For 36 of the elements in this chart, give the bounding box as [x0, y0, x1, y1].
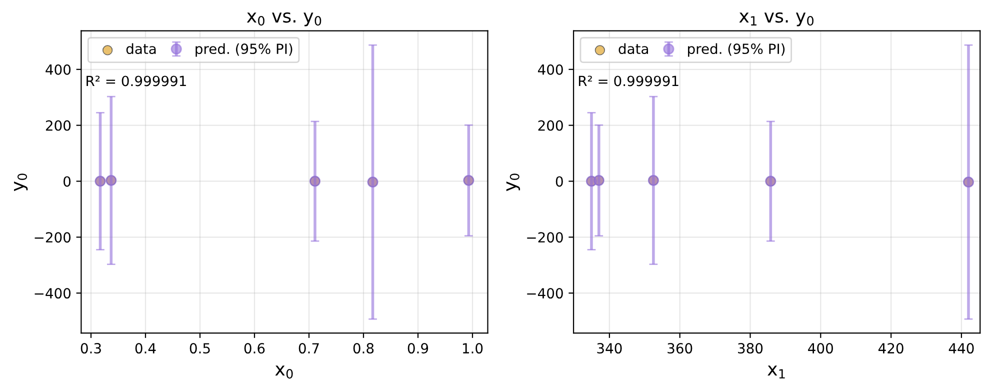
y-tick-label: −200	[527, 232, 563, 243]
x-tick-label: 360	[668, 343, 692, 354]
x-tick-label: 1.0	[462, 343, 483, 354]
annotation: R² = 0.999991	[578, 76, 678, 86]
annotation: R² = 0.999991	[86, 76, 186, 86]
legend-label: data	[618, 43, 648, 54]
y-tick-label: 0	[556, 176, 563, 187]
legend-label: pred. (95% PI)	[688, 43, 785, 57]
y-tick-label: 200	[46, 120, 71, 131]
x-tick-label: 340	[597, 343, 622, 354]
x-tick-label: 420	[878, 343, 904, 354]
y-tick-label: −400	[34, 288, 71, 299]
x-axis-title: x$_{0}$	[275, 366, 293, 379]
x-tick-label: 400	[808, 343, 833, 354]
x-tick-label: 380	[738, 343, 763, 354]
y-tick-label: 0	[64, 176, 71, 187]
x-tick-label: 440	[948, 343, 974, 354]
chart-title: x$_{0}$ vs. y$_{0}$	[246, 12, 322, 26]
x-tick-label: 0.7	[298, 343, 319, 354]
y-tick-label: −400	[527, 288, 563, 299]
y-tick-label: −200	[34, 232, 71, 243]
legend-label: pred. (95% PI)	[196, 43, 292, 57]
x-tick-label: 0.8	[353, 343, 374, 354]
x-tick-label: 0.9	[408, 343, 428, 354]
y-tick-label: 400	[46, 64, 71, 75]
y-tick-label: 400	[538, 64, 563, 75]
x-tick-label: 0.5	[190, 343, 210, 354]
chart-title: x$_{1}$ vs. y$_{0}$	[739, 12, 814, 26]
x-tick-label: 0.6	[244, 343, 265, 354]
x-tick-label: 0.4	[135, 343, 156, 354]
x-axis-title: x$_{1}$	[768, 366, 785, 378]
y-axis-title: y$_{0}$	[14, 174, 28, 192]
x-tick-label: 0.3	[80, 343, 101, 354]
legend-label: data	[126, 43, 156, 54]
y-axis-title: y$_{0}$	[506, 174, 520, 192]
y-tick-label: 200	[538, 120, 563, 131]
